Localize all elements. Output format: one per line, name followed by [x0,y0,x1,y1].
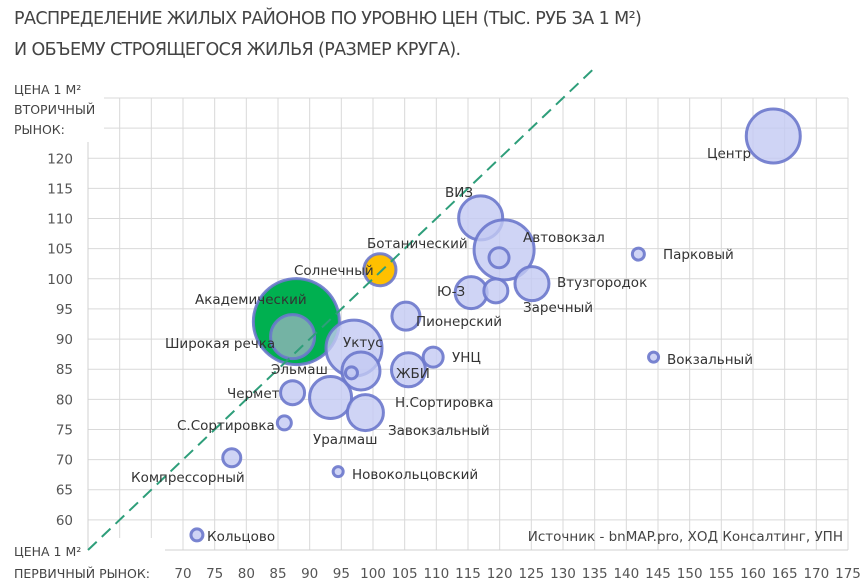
data-label: Парковый [663,247,734,263]
data-label: Вокзальный [667,352,753,368]
y-tick-label: 110 [47,212,73,228]
data-label: Заречный [523,300,593,316]
data-label: Уктус [343,335,383,351]
bubble-Кольцово [189,527,205,543]
data-label: Компрессорный [131,470,245,486]
y-tick-label: 80 [56,392,73,408]
x-tick-label: 160 [740,566,766,582]
x-tick-label: 85 [269,566,286,582]
bubble-Центр [744,107,802,165]
y-tick-label: 85 [56,362,73,378]
y-axis-title: ЦЕНА 1 М² [14,82,81,97]
bubble-Завокзальный [345,393,385,433]
bubble-УНЦ [421,345,445,369]
x-tick-label: 170 [803,566,829,582]
y-tick-label: 60 [56,513,73,529]
bubble-ЖБИ [389,351,427,389]
y-axis-title: ВТОРИЧНЫЙ [14,102,95,117]
x-tick-label: 125 [518,566,544,582]
source-note: Источник - bnMAP.pro, ХОД Консалтинг, УП… [528,529,843,545]
bubble-Заречный [482,277,510,305]
bubble-Парковый [630,246,646,262]
x-tick-label: 165 [772,566,798,582]
bubble-Чермет [279,379,307,407]
x-tick-label: 75 [206,566,223,582]
x-axis-label-background [0,538,165,585]
x-tick-label: 95 [333,566,350,582]
y-tick-label: 105 [47,242,73,258]
y-tick-label: 115 [47,181,73,197]
x-tick-label: 70 [174,566,191,582]
x-tick-label: 100 [360,566,386,582]
reference-line-y-equals-x [87,68,595,551]
chart-title-line1: РАСПРЕДЕЛЕНИЕ ЖИЛЫХ РАЙОНОВ ПО УРОВНЮ ЦЕ… [14,9,642,29]
data-label: С.Сортировка [177,418,275,434]
data-label: Кольцово [207,529,275,545]
data-label: ВИЗ [445,185,473,201]
bubble-Солнечный [362,252,398,288]
y-axis-title: РЫНОК: [14,122,65,137]
x-tick-label: 120 [487,566,513,582]
bubble-С.Сортировка [275,414,293,432]
bubble-Ботанический [487,246,511,270]
x-axis-title: ЦЕНА 1 М² [14,544,81,559]
x-tick-label: 150 [677,566,703,582]
data-label: Широкая речка [165,336,275,352]
y-tick-label: 120 [47,151,73,167]
x-tick-label: 115 [455,566,481,582]
x-tick-label: 140 [613,566,639,582]
x-tick-label: 145 [645,566,671,582]
y-axis-label-background [0,80,104,142]
data-label: Чермет [227,386,280,402]
y-tick-label: 65 [56,483,73,499]
data-label: Уралмаш [313,432,378,448]
data-label: Втузгородок [557,275,647,291]
y-tick-label: 95 [56,302,73,318]
bubble-Эльмаш [343,365,359,381]
x-tick-label: 105 [392,566,418,582]
data-label: Эльмаш [271,362,328,378]
y-tick-label: 75 [56,422,73,438]
bubble-Втузгородок [513,265,551,303]
x-tick-label: 135 [582,566,608,582]
data-label: УНЦ [452,350,481,366]
x-tick-label: 90 [301,566,318,582]
x-tick-label: 80 [238,566,255,582]
bubble-Уралмаш [308,375,354,421]
data-label: Пионерский [416,314,502,330]
data-label: ЖБИ [396,366,430,382]
bubble-Пионерский [390,300,422,332]
y-tick-label: 70 [56,453,73,469]
data-label: Н.Сортировка [395,395,494,411]
bubble-Компрессорный [221,447,243,469]
chart-title-line2: И ОБЪЕМУ СТРОЯЩЕГОСЯ ЖИЛЬЯ (РАЗМЕР КРУГА… [14,40,461,60]
data-label: Академический [195,292,307,308]
data-label: Солнечный [294,263,374,279]
y-tick-label: 100 [47,272,73,288]
bubble-Н.Сортировка [340,350,382,392]
bubble-Вокзальный [647,350,661,364]
x-tick-label: 110 [423,566,449,582]
data-label: Новокольцовский [352,467,478,483]
data-label: Центр [707,146,751,162]
x-tick-label: 175 [835,566,861,582]
x-axis-title: ПЕРВИЧНЫЙ РЫНОК: [14,566,150,581]
data-label: Ю-З [437,284,465,300]
y-tick-label: 90 [56,332,73,348]
bubble-Новокольцовский [331,465,345,479]
data-label: Автовокзал [523,230,605,246]
data-label: Ботанический [367,236,468,252]
data-label: Завокзальный [388,423,490,439]
x-tick-label: 155 [708,566,734,582]
bubble-Широкая речка [269,313,317,361]
x-tick-label: 130 [550,566,576,582]
